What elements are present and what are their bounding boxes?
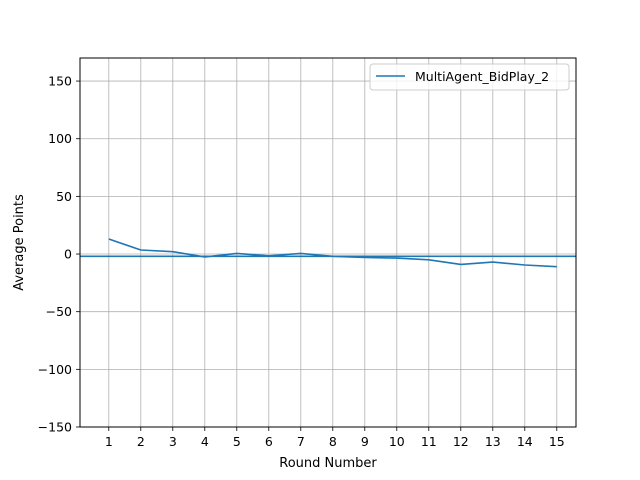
x-axis-label: Round Number xyxy=(279,456,377,471)
y-tick-label: −100 xyxy=(38,362,72,377)
y-tick-label: 150 xyxy=(48,74,72,89)
x-tick-label: 4 xyxy=(201,434,209,449)
series-line xyxy=(108,238,557,268)
y-tick-label: 0 xyxy=(64,247,72,262)
legend: MultiAgent_BidPlay_2 xyxy=(369,63,570,91)
y-tick-label: −150 xyxy=(38,420,72,435)
plot-area-frame xyxy=(79,57,577,428)
legend-entry: MultiAgent_BidPlay_2 xyxy=(415,69,549,84)
x-tick-label: 8 xyxy=(329,434,337,449)
axis-ticks: 1 2 3 4 5 6 7 8 9 10 11 12 13 14 15−150−100−5005010015… xyxy=(38,74,565,449)
x-tick-label: 2 xyxy=(137,434,145,449)
x-tick-label: 1 xyxy=(105,434,113,449)
x-tick-label: 6 xyxy=(265,434,273,449)
x-tick-label: 10 xyxy=(389,434,405,449)
x-tick-label: 3 xyxy=(169,434,177,449)
x-tick-label: 7 xyxy=(297,434,305,449)
x-tick-label: 11 xyxy=(421,434,437,449)
x-tick-label: 9 xyxy=(361,434,369,449)
y-tick-label: −50 xyxy=(46,304,72,319)
y-tick-label: 50 xyxy=(56,189,72,204)
grid xyxy=(80,58,576,428)
x-tick-label: 13 xyxy=(485,434,501,449)
legend-box xyxy=(369,63,570,91)
y-tick-label: 100 xyxy=(48,131,72,146)
series xyxy=(108,238,557,268)
y-axis-label: Average Points xyxy=(12,194,27,291)
x-tick-label: 15 xyxy=(549,434,565,449)
x-tick-label: 14 xyxy=(517,434,533,449)
x-tick-label: 5 xyxy=(233,434,241,449)
x-tick-label: 12 xyxy=(453,434,469,449)
